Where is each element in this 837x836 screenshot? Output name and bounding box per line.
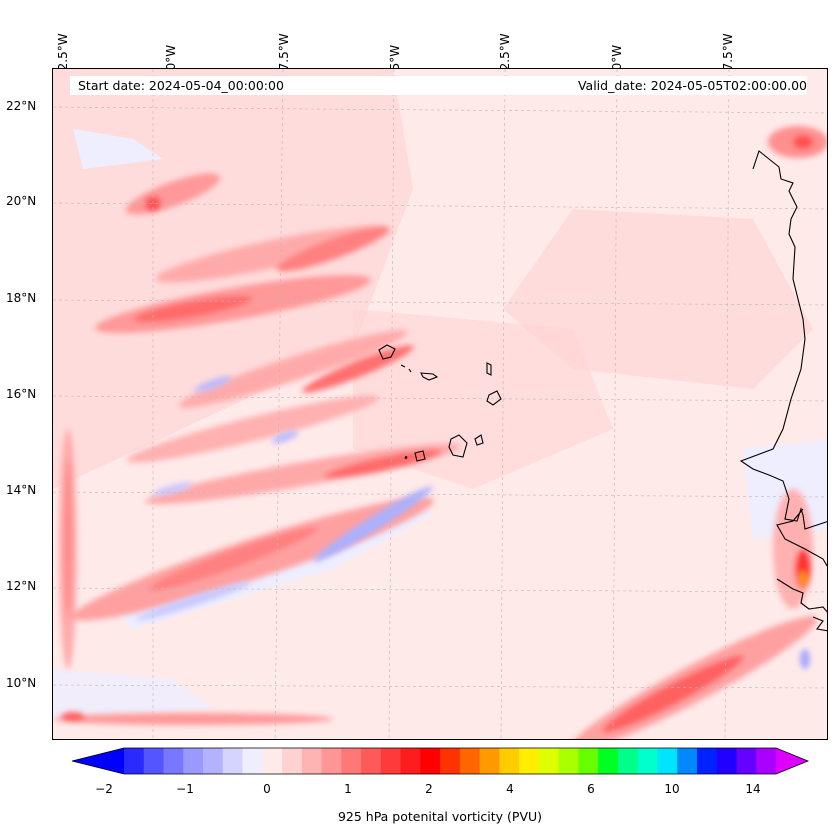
lat-label-16n: 16°N bbox=[6, 387, 37, 401]
colorbar-swatch bbox=[361, 748, 382, 774]
colorbar-swatch bbox=[183, 748, 204, 774]
colorbar-swatch bbox=[400, 748, 421, 774]
colorbar-swatch bbox=[143, 748, 165, 774]
colorbar-swatch bbox=[301, 748, 323, 774]
colorbar-swatch bbox=[657, 748, 678, 774]
start-date-label: Start date: 2024-05-04_00:00:00 bbox=[78, 78, 284, 93]
valid-date-label: Valid_date: 2024-05-05T02:00:00.00 bbox=[577, 78, 807, 93]
cape-verde-islands bbox=[378, 344, 502, 462]
colorbar-tick: −2 bbox=[95, 782, 113, 796]
africa-coastline bbox=[739, 150, 827, 632]
colorbar-swatch bbox=[519, 748, 540, 774]
colorbar-swatch bbox=[736, 748, 757, 774]
colorbar-swatch bbox=[677, 748, 698, 774]
colorbar-swatch bbox=[242, 748, 263, 774]
colorbar-swatch bbox=[282, 748, 303, 774]
colorbar-swatch bbox=[420, 748, 441, 774]
colorbar-swatch bbox=[321, 748, 342, 774]
colorbar-swatch bbox=[459, 748, 481, 774]
colorbar bbox=[71, 747, 810, 775]
date-header-bar bbox=[70, 76, 807, 95]
colorbar-swatch bbox=[499, 748, 520, 774]
colorbar-tick: 4 bbox=[506, 782, 514, 796]
map-panel bbox=[52, 68, 828, 740]
colorbar-swatch bbox=[617, 748, 639, 774]
colorbar-swatch bbox=[380, 748, 402, 774]
colorbar-tick: 10 bbox=[664, 782, 680, 796]
colorbar-tick: 0 bbox=[263, 782, 271, 796]
colorbar-swatch bbox=[262, 748, 283, 774]
colorbar-label: 925 hPa potenital vorticity (PVU) bbox=[337, 809, 543, 824]
colorbar-swatch bbox=[163, 748, 184, 774]
colorbar-tick: 6 bbox=[587, 782, 595, 796]
colorbar-swatch bbox=[756, 748, 777, 774]
colorbar-swatch bbox=[538, 748, 560, 774]
colorbar-swatch bbox=[637, 748, 658, 774]
pv-field bbox=[53, 69, 827, 739]
lat-label-20n: 20°N bbox=[6, 194, 37, 208]
colorbar-swatch bbox=[598, 748, 619, 774]
colorbar-swatch bbox=[124, 748, 145, 774]
colorbar-tick: 14 bbox=[745, 782, 761, 796]
colorbar-swatch bbox=[203, 748, 224, 774]
colorbar-swatch bbox=[558, 748, 579, 774]
lat-label-18n: 18°N bbox=[6, 291, 37, 305]
colorbar-swatch bbox=[440, 748, 461, 774]
lat-label-12n: 12°N bbox=[6, 579, 37, 593]
colorbar-swatch bbox=[578, 748, 599, 774]
colorbar-extend-min bbox=[72, 748, 124, 774]
colorbar-swatch bbox=[222, 748, 244, 774]
colorbar-swatch bbox=[696, 748, 718, 774]
colorbar-extend-max bbox=[776, 748, 808, 774]
lat-label-10n: 10°N bbox=[6, 676, 37, 690]
colorbar-tick: −1 bbox=[176, 782, 194, 796]
lat-label-22n: 22°N bbox=[6, 99, 37, 113]
colorbar-tick: 1 bbox=[344, 782, 352, 796]
colorbar-swatch bbox=[716, 748, 737, 774]
lat-label-14n: 14°N bbox=[6, 483, 37, 497]
colorbar-tick: 2 bbox=[425, 782, 433, 796]
colorbar-swatch bbox=[341, 748, 362, 774]
colorbar-outline bbox=[71, 747, 810, 775]
colorbar-swatch bbox=[479, 748, 500, 774]
